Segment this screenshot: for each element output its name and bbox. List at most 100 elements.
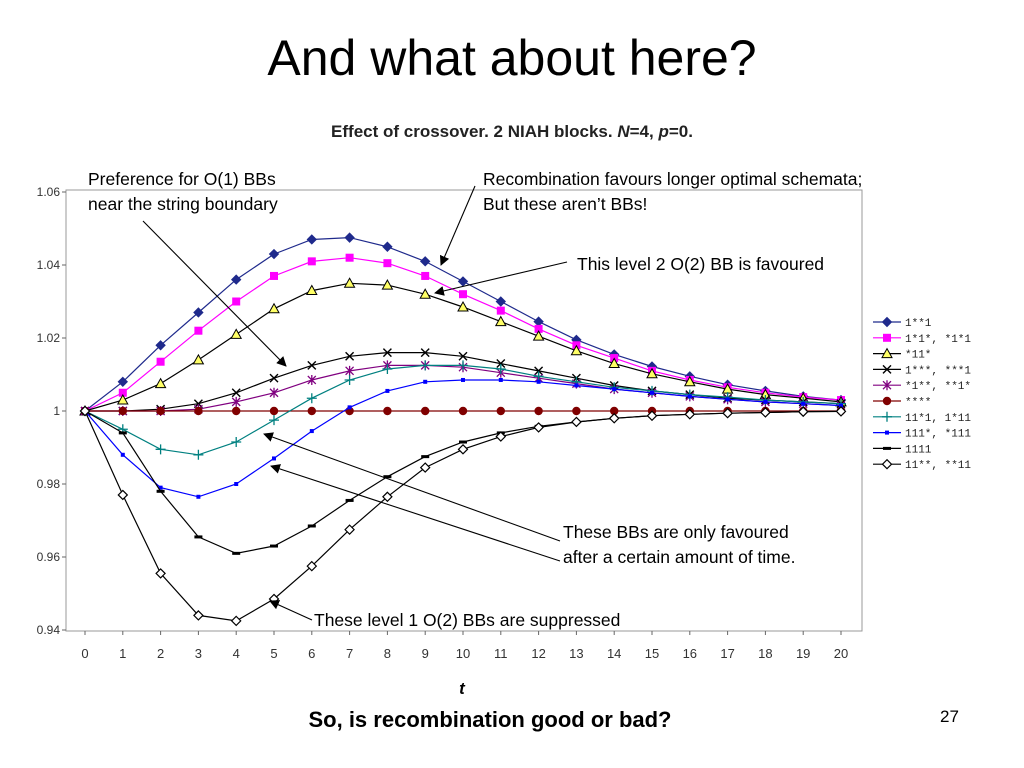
data-point — [459, 290, 467, 299]
x-tick-label: 12 — [531, 646, 545, 661]
x-tick-label: 7 — [346, 646, 353, 661]
data-point — [498, 377, 503, 382]
data-point — [496, 406, 505, 416]
data-point — [268, 302, 280, 314]
annotation-longer-line1: Recombination favours longer optimal sch… — [483, 169, 863, 189]
legend-entry: 1111 — [873, 444, 932, 456]
data-point — [234, 482, 239, 486]
data-point — [269, 406, 279, 416]
data-point — [885, 430, 889, 435]
x-tick-label: 3 — [195, 646, 202, 661]
data-point — [421, 406, 430, 416]
data-point — [382, 491, 393, 503]
annotation-o1-line2: near the string boundary — [88, 194, 278, 214]
data-point — [495, 364, 506, 375]
annotation-o1-line1: Preference for O(1) BBs — [88, 169, 276, 189]
data-point — [192, 353, 205, 365]
data-point — [882, 380, 892, 391]
data-point — [684, 408, 696, 420]
data-point — [231, 396, 241, 407]
legend-label: 1111 — [905, 444, 932, 456]
data-point — [382, 364, 393, 375]
data-point — [79, 405, 91, 417]
data-point — [610, 406, 619, 416]
legend-entry: **** — [873, 396, 931, 409]
data-point — [306, 560, 318, 572]
data-point — [495, 296, 507, 307]
x-axis-label: t — [459, 679, 466, 698]
series-11-11 — [79, 405, 847, 627]
data-point — [118, 406, 128, 416]
data-point — [382, 348, 392, 358]
annotation-arrow — [434, 261, 568, 296]
x-tick-label: 10 — [456, 646, 470, 661]
data-point — [117, 489, 129, 501]
legend-entry: *11* — [873, 347, 931, 362]
data-point — [118, 431, 127, 435]
chart-title: Effect of crossover. 2 NIAH blocks. N=4,… — [0, 122, 1024, 142]
x-tick-label: 14 — [607, 646, 621, 661]
annotation-arrow — [263, 432, 561, 542]
data-point — [231, 388, 241, 398]
chart-title-p-value: =0. — [668, 122, 693, 141]
data-point — [116, 394, 129, 405]
data-point — [608, 357, 621, 369]
data-point — [646, 410, 658, 422]
annotation-favoured-after-time: These BBs are only favoured after a cert… — [563, 520, 795, 570]
annotation-time-line2: after a certain amount of time. — [563, 547, 796, 567]
data-point — [457, 300, 469, 312]
data-point — [343, 277, 356, 288]
data-point — [193, 610, 204, 621]
data-point — [193, 449, 204, 460]
data-point — [608, 412, 620, 424]
y-tick-label: 0.96 — [37, 550, 61, 564]
data-point — [385, 388, 390, 393]
slide-number: 27 — [940, 707, 959, 726]
x-tick-label: 8 — [384, 646, 391, 661]
data-point — [383, 475, 392, 479]
data-point — [307, 257, 316, 266]
x-tick-label: 6 — [308, 646, 315, 661]
annotation-longer-line2: But these aren’t BBs! — [483, 194, 648, 214]
data-point — [423, 379, 428, 384]
data-point — [457, 443, 469, 455]
data-point — [763, 399, 768, 404]
legend-entry: 1**1 — [873, 316, 932, 330]
data-point — [883, 333, 891, 342]
data-point — [194, 406, 203, 416]
data-point — [881, 316, 893, 328]
data-point — [345, 253, 354, 262]
data-point — [230, 328, 243, 339]
data-point — [309, 429, 314, 434]
x-tick-label: 2 — [157, 646, 164, 661]
legend-entry: 1*1*, *1*1 — [873, 333, 971, 346]
legend-label: 11**, **11 — [905, 460, 971, 472]
data-point — [193, 307, 204, 318]
data-point — [306, 234, 318, 245]
data-point — [533, 371, 544, 382]
data-point — [269, 387, 279, 398]
annotation-o1-bbs: Preference for O(1) BBs near the string … — [88, 167, 278, 217]
legend-label: 1***, ***1 — [905, 365, 971, 377]
data-point — [797, 406, 809, 418]
data-point — [345, 498, 354, 502]
annotation-arrow — [142, 220, 287, 367]
legend-entry: 1***, ***1 — [873, 364, 971, 377]
data-point — [421, 271, 430, 280]
chart-title-prefix: Effect of crossover. 2 NIAH blocks. — [331, 122, 618, 141]
x-tick-label: 17 — [720, 646, 734, 661]
data-point — [120, 452, 125, 457]
x-tick-label: 13 — [569, 646, 583, 661]
legend-label: *1**, **1* — [905, 381, 971, 393]
data-point — [382, 241, 393, 252]
data-point — [533, 422, 544, 433]
data-point — [457, 276, 469, 287]
data-point — [722, 407, 733, 419]
data-point — [571, 416, 582, 428]
data-point — [458, 351, 468, 361]
data-point — [230, 274, 242, 285]
data-point — [725, 397, 730, 402]
x-tick-label: 0 — [81, 646, 88, 661]
